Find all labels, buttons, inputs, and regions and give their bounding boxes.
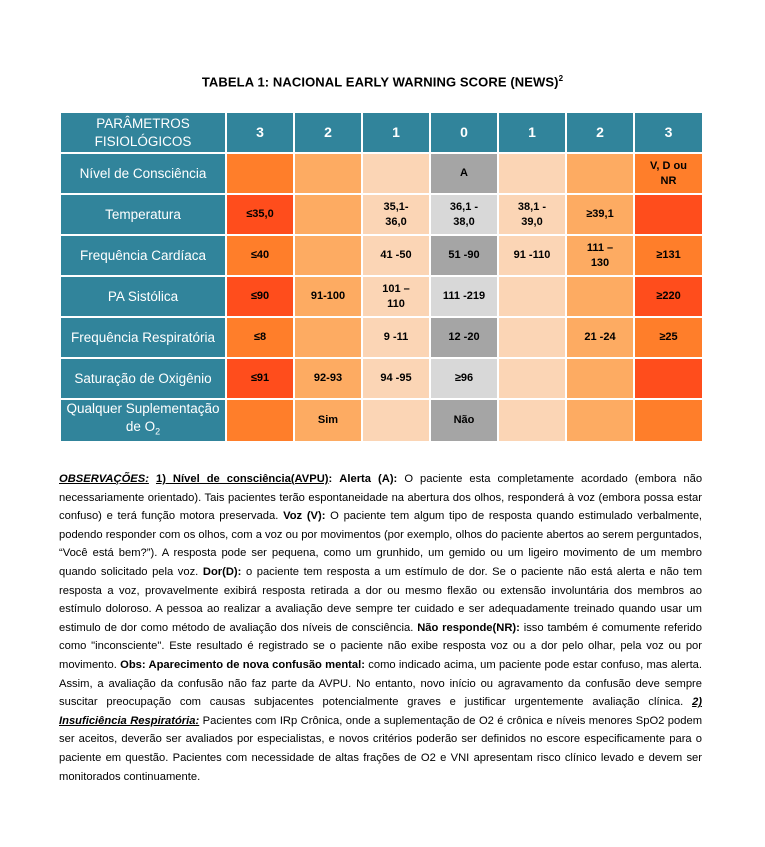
header-score-cell: 2 <box>565 111 635 154</box>
table-cell: ≤8 <box>225 316 295 359</box>
table-cell: ≤91 <box>225 357 295 400</box>
obs-label: OBSERVAÇÕES: <box>59 473 149 485</box>
row-label: Frequência Cardíaca <box>59 234 227 277</box>
nr-text: isso também é comumente referido como "i… <box>59 621 702 671</box>
table-cell: 94 -95 <box>361 357 431 400</box>
table-cell <box>293 234 363 277</box>
table-cell: ≥96 <box>429 357 499 400</box>
header-score-cell: 0 <box>429 111 499 154</box>
table-row: Saturação de Oxigênio ≤91 92-93 94 -95 ≥… <box>59 357 704 400</box>
table-cell <box>497 357 567 400</box>
table-cell: Sim <box>293 398 363 443</box>
observations-text: OBSERVAÇÕES: 1) Nível de consciência(AVP… <box>59 473 703 783</box>
dor-label: Dor(D): <box>202 565 242 578</box>
row-label: Temperatura <box>59 193 227 236</box>
obs2-text: como indicado acima, um paciente pode es… <box>59 658 703 709</box>
table-cell: 36,1 - 38,0 <box>429 193 499 236</box>
table-cell: ≤40 <box>225 234 295 277</box>
row-label: Qualquer Suplementação de O2 <box>59 398 227 443</box>
voz-label: Voz (V): <box>283 510 326 523</box>
header-row: PARÂMETROS FISIOLÓGICOS 3 2 1 0 1 2 3 <box>59 111 704 154</box>
table-cell <box>565 398 635 443</box>
table-row: Frequência Respiratória ≤8 9 -11 12 -20 … <box>59 316 704 359</box>
table-cell <box>225 152 295 195</box>
header-score-cell: 3 <box>225 111 295 154</box>
table-row: PA Sistólica ≤90 91-100 101 – 110 111 -2… <box>59 275 704 318</box>
table-row: Qualquer Suplementação de O2 Sim Não <box>59 398 704 443</box>
table-cell <box>565 152 635 195</box>
alerta-label: Alerta (A): <box>339 473 398 485</box>
table-cell <box>633 193 704 236</box>
header-score-cell: 2 <box>293 111 363 154</box>
obs2-label: Obs: Aparecimento de nova confusão menta… <box>120 658 365 671</box>
voz-text: O paciente tem algum tipo de resposta qu… <box>59 510 703 578</box>
table-cell: Não <box>429 398 499 443</box>
table-cell: ≤90 <box>225 275 295 318</box>
table-cell <box>633 398 704 443</box>
table-cell: 21 -24 <box>565 316 635 359</box>
table-cell <box>293 316 363 359</box>
table-cell: ≥25 <box>633 316 704 359</box>
header-score-cell: 1 <box>361 111 431 154</box>
header-param-cell: PARÂMETROS FISIOLÓGICOS <box>59 111 227 154</box>
table-cell <box>633 357 704 400</box>
title-text: TABELA 1: NACIONAL EARLY WARNING SCORE (… <box>201 74 559 90</box>
row-label-subscript: 2 <box>155 426 161 437</box>
table-cell <box>565 357 635 400</box>
note1-label: 1) Nível de consciência(AVPU) <box>155 473 329 485</box>
news-score-table: PARÂMETROS FISIOLÓGICOS 3 2 1 0 1 2 3 Ní… <box>59 111 704 443</box>
table-cell <box>497 316 567 359</box>
table-cell <box>497 398 567 443</box>
table-cell <box>361 152 431 195</box>
table-cell: ≥39,1 <box>565 193 635 236</box>
table-cell <box>497 275 567 318</box>
table-cell: ≤35,0 <box>225 193 295 236</box>
table-cell: 9 -11 <box>361 316 431 359</box>
header-score-cell: 3 <box>633 111 704 154</box>
table-row: Temperatura ≤35,0 35,1-36,0 36,1 - 38,0 … <box>59 193 704 236</box>
note2-label: 2) Insuficiência Respiratória: <box>59 696 703 727</box>
table-cell <box>497 152 567 195</box>
table-cell <box>293 193 363 236</box>
table-cell <box>565 275 635 318</box>
table-row: Frequência Cardíaca ≤40 41 -50 51 -90 91… <box>59 234 704 277</box>
nr-label: Não responde(NR): <box>417 621 520 634</box>
row-label: Frequência Respiratória <box>59 316 227 359</box>
note2-text: Pacientes com IRp Crônica, onde a suplem… <box>59 714 703 783</box>
table-cell: 35,1-36,0 <box>361 193 431 236</box>
table-cell: 51 -90 <box>429 234 499 277</box>
table-cell <box>293 152 363 195</box>
table-cell: 111 – 130 <box>565 234 635 277</box>
row-label: PA Sistólica <box>59 275 227 318</box>
table-cell: 92-93 <box>293 357 363 400</box>
table-cell: 91 -110 <box>497 234 567 277</box>
table-cell: V, D ou NR <box>633 152 704 195</box>
table-cell <box>361 398 431 443</box>
table-cell: 12 -20 <box>429 316 499 359</box>
row-label: Saturação de Oxigênio <box>59 357 227 400</box>
table-title: TABELA 1: NACIONAL EARLY WARNING SCORE (… <box>0 74 765 89</box>
title-superscript: 2 <box>558 74 564 83</box>
table-cell: 41 -50 <box>361 234 431 277</box>
table-row: Nível de Consciência A V, D ou NR <box>59 152 704 195</box>
table-cell: 91-100 <box>293 275 363 318</box>
alerta-text: O paciente esta completamente acordado (… <box>59 473 703 523</box>
table-cell <box>225 398 295 443</box>
table-cell: 101 – 110 <box>361 275 431 318</box>
table-cell: 38,1 - 39,0 <box>497 193 567 236</box>
table-cell: ≥220 <box>633 275 704 318</box>
dor-text: o paciente tem resposta a um estímulo de… <box>59 565 703 634</box>
row-label-text: Qualquer Suplementação de O <box>66 401 220 434</box>
table-cell: ≥131 <box>633 234 704 277</box>
header-score-cell: 1 <box>497 111 567 154</box>
row-label: Nível de Consciência <box>59 152 227 195</box>
table-cell: 111 -219 <box>429 275 499 318</box>
table-cell: A <box>429 152 499 195</box>
